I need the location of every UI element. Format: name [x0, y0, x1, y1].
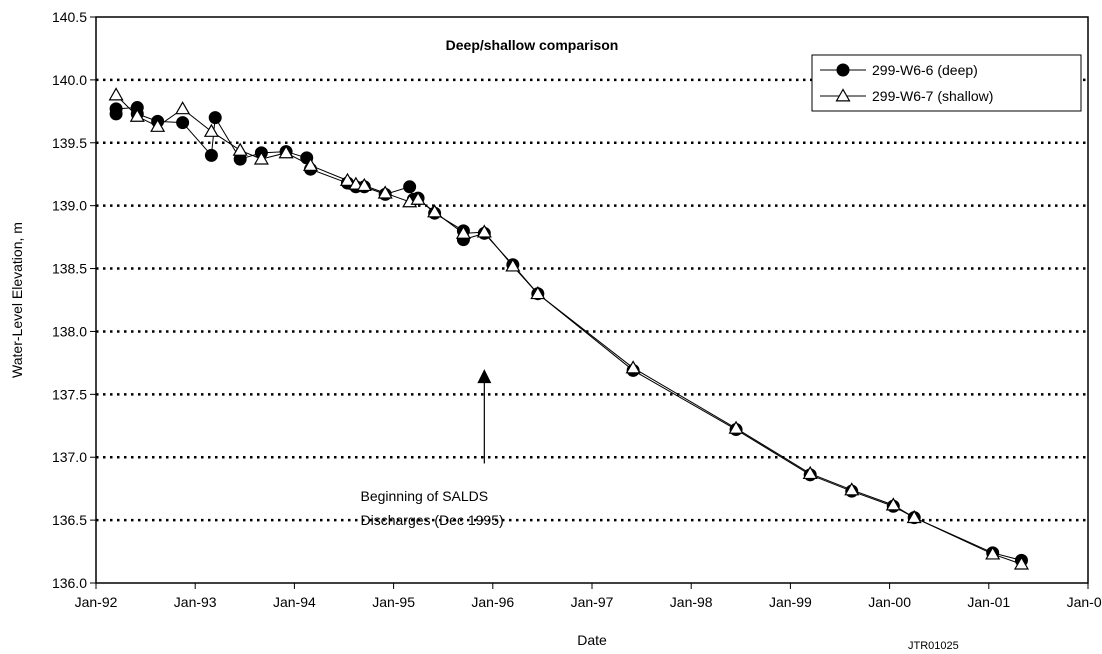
data-point-shallow	[530, 286, 546, 300]
data-point-shallow	[410, 191, 426, 205]
legend-label: 299-W6-7 (shallow)	[872, 88, 993, 104]
x-tick-label: Jan-95	[372, 594, 415, 610]
data-point-shallow	[1013, 556, 1030, 570]
figure-code: JTR01025	[908, 640, 959, 652]
legend-item: 299-W6-7 (shallow)	[820, 88, 993, 104]
legend-item: 299-W6-6 (deep)	[820, 62, 978, 78]
data-point-shallow	[455, 225, 471, 239]
data-point-shallow	[985, 546, 1001, 560]
data-point-shallow	[302, 157, 319, 171]
x-tick-label: Jan-97	[571, 594, 614, 610]
data-point-shallow	[906, 509, 922, 524]
x-tick-label: Jan-00	[868, 594, 911, 610]
legend-label: 299-W6-6 (deep)	[872, 62, 978, 78]
x-tick-label: Jan-02	[1067, 594, 1102, 610]
data-point-deep	[109, 102, 123, 116]
chart-title: Deep/shallow comparison	[446, 37, 619, 53]
data-point-shallow	[203, 123, 219, 137]
x-tick-label: Jan-93	[174, 594, 217, 610]
annotation-text: Beginning of SALDS	[360, 488, 488, 504]
data-point-shallow	[253, 151, 269, 165]
series-deep	[109, 101, 1028, 567]
grid-lines	[96, 78, 1088, 522]
data-point-shallow	[625, 360, 641, 374]
data-point-shallow	[356, 177, 372, 192]
y-tick-label: 136.0	[52, 575, 87, 591]
data-point-shallow	[150, 118, 166, 132]
data-point-shallow	[175, 101, 191, 115]
data-point-deep	[208, 111, 222, 125]
data-point-shallow	[108, 87, 124, 101]
annotation-layer: Beginning of SALDS Discharges (Dec 1995)	[360, 369, 504, 528]
y-tick-label: 139.0	[52, 198, 87, 214]
data-point-shallow	[505, 258, 521, 272]
y-tick-label: 140.0	[52, 72, 87, 88]
series-layer	[108, 87, 1030, 570]
y-tick-label: 136.5	[52, 512, 87, 528]
data-point-deep	[176, 116, 190, 130]
y-axis: 136.0 136.5 137.0 137.5 138.0 138.5 139.0 139.5…	[52, 9, 96, 591]
y-tick-label: 139.5	[52, 135, 87, 151]
series-shallow	[108, 87, 1030, 570]
series-line-shallow	[115, 94, 1022, 565]
data-point-shallow	[348, 176, 364, 190]
data-point-shallow	[728, 420, 744, 434]
y-tick-label: 137.0	[52, 449, 87, 465]
data-point-shallow	[476, 224, 492, 238]
data-point-deep	[836, 63, 850, 77]
data-point-shallow	[278, 145, 294, 159]
annotation-arrow-head	[477, 369, 492, 384]
x-tick-label: Jan-99	[769, 594, 812, 610]
x-tick-label: Jan-01	[967, 594, 1010, 610]
data-point-shallow	[802, 465, 818, 480]
data-point-shallow	[885, 497, 901, 511]
x-tick-label: Jan-92	[75, 594, 118, 610]
y-tick-label: 137.5	[52, 386, 87, 402]
data-point-deep	[204, 148, 218, 162]
x-tick-label: Jan-98	[670, 594, 713, 610]
series-line-deep	[115, 107, 1022, 561]
data-point-shallow	[129, 108, 145, 122]
data-point-shallow	[232, 142, 248, 156]
x-tick-label: Jan-96	[471, 594, 514, 610]
legend-box	[811, 54, 1082, 112]
data-point-shallow	[835, 88, 851, 102]
y-tick-label: 138.0	[52, 323, 87, 339]
annotation-text: Discharges (Dec 1995)	[360, 512, 503, 528]
x-axis: Jan-92 Jan-93 Jan-94 Jan-95 Jan-96 Jan-97 Jan-…	[75, 583, 1102, 610]
data-point-deep	[403, 180, 417, 194]
data-point-shallow	[377, 185, 393, 199]
data-point-shallow	[339, 172, 355, 186]
legend: 299-W6-6 (deep) 299-W6-7 (shallow)	[811, 54, 1082, 112]
y-tick-label: 138.5	[52, 261, 87, 277]
x-axis-title: Date	[577, 632, 607, 648]
data-point-shallow	[844, 482, 860, 496]
x-tick-label: Jan-94	[273, 594, 316, 610]
y-axis-title: Water-Level Elevation, m	[9, 222, 25, 378]
data-point-shallow	[427, 204, 443, 218]
y-tick-label: 140.5	[52, 9, 87, 25]
